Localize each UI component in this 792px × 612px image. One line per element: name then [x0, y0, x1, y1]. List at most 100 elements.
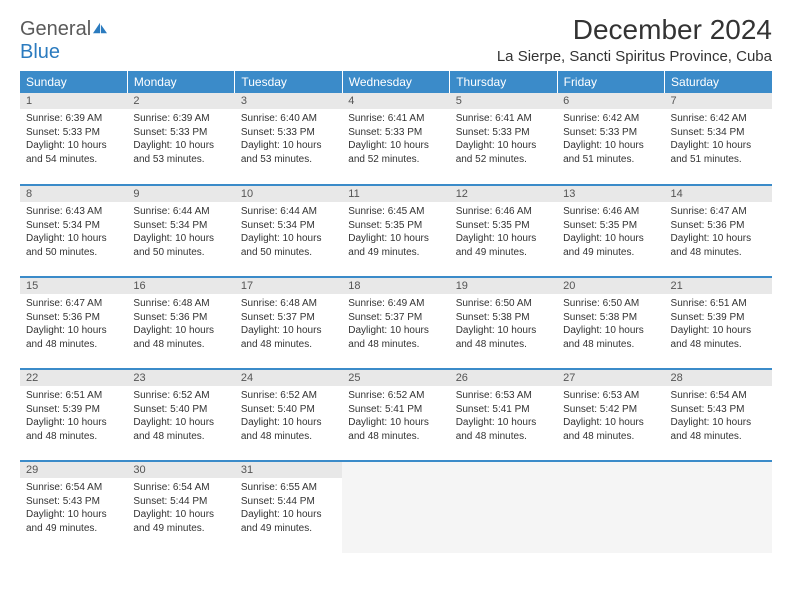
- calendar-cell: 13Sunrise: 6:46 AMSunset: 5:35 PMDayligh…: [557, 185, 664, 277]
- calendar-cell: 1Sunrise: 6:39 AMSunset: 5:33 PMDaylight…: [20, 93, 127, 185]
- day-number: 24: [235, 370, 342, 386]
- weekday-header: Monday: [127, 71, 234, 93]
- weekday-header: Wednesday: [342, 71, 449, 93]
- title-block: December 2024 La Sierpe, Sancti Spiritus…: [497, 14, 772, 65]
- logo: General Blue: [20, 18, 109, 64]
- calendar-cell: [342, 461, 449, 553]
- day-details: Sunrise: 6:48 AMSunset: 5:37 PMDaylight:…: [235, 294, 342, 354]
- logo-word2: Blue: [20, 41, 60, 63]
- day-details: Sunrise: 6:51 AMSunset: 5:39 PMDaylight:…: [20, 386, 127, 446]
- logo-sail-icon: [91, 21, 109, 35]
- calendar-cell: 5Sunrise: 6:41 AMSunset: 5:33 PMDaylight…: [450, 93, 557, 185]
- calendar-cell: 29Sunrise: 6:54 AMSunset: 5:43 PMDayligh…: [20, 461, 127, 553]
- day-number: 4: [342, 93, 449, 109]
- month-title: December 2024: [497, 14, 772, 46]
- calendar-cell: 15Sunrise: 6:47 AMSunset: 5:36 PMDayligh…: [20, 277, 127, 369]
- day-details: Sunrise: 6:47 AMSunset: 5:36 PMDaylight:…: [20, 294, 127, 354]
- calendar-body: 1Sunrise: 6:39 AMSunset: 5:33 PMDaylight…: [20, 93, 772, 553]
- day-number: 18: [342, 278, 449, 294]
- day-details: Sunrise: 6:39 AMSunset: 5:33 PMDaylight:…: [127, 109, 234, 169]
- day-details: Sunrise: 6:55 AMSunset: 5:44 PMDaylight:…: [235, 478, 342, 538]
- calendar-cell: 23Sunrise: 6:52 AMSunset: 5:40 PMDayligh…: [127, 369, 234, 461]
- day-number: 5: [450, 93, 557, 109]
- day-number: 26: [450, 370, 557, 386]
- calendar-cell: 10Sunrise: 6:44 AMSunset: 5:34 PMDayligh…: [235, 185, 342, 277]
- weekday-header: Saturday: [665, 71, 772, 93]
- day-number: 11: [342, 186, 449, 202]
- calendar-cell: [665, 461, 772, 553]
- weekday-header: Sunday: [20, 71, 127, 93]
- day-number: 6: [557, 93, 664, 109]
- calendar-cell: 3Sunrise: 6:40 AMSunset: 5:33 PMDaylight…: [235, 93, 342, 185]
- day-number: 29: [20, 462, 127, 478]
- day-details: Sunrise: 6:45 AMSunset: 5:35 PMDaylight:…: [342, 202, 449, 262]
- day-number: 20: [557, 278, 664, 294]
- day-details: Sunrise: 6:42 AMSunset: 5:34 PMDaylight:…: [665, 109, 772, 169]
- calendar-cell: 19Sunrise: 6:50 AMSunset: 5:38 PMDayligh…: [450, 277, 557, 369]
- day-details: Sunrise: 6:46 AMSunset: 5:35 PMDaylight:…: [450, 202, 557, 262]
- calendar-cell: 14Sunrise: 6:47 AMSunset: 5:36 PMDayligh…: [665, 185, 772, 277]
- calendar-cell: 20Sunrise: 6:50 AMSunset: 5:38 PMDayligh…: [557, 277, 664, 369]
- weekday-header: Friday: [557, 71, 664, 93]
- calendar-cell: 7Sunrise: 6:42 AMSunset: 5:34 PMDaylight…: [665, 93, 772, 185]
- calendar-cell: 22Sunrise: 6:51 AMSunset: 5:39 PMDayligh…: [20, 369, 127, 461]
- calendar-cell: 18Sunrise: 6:49 AMSunset: 5:37 PMDayligh…: [342, 277, 449, 369]
- day-number: 21: [665, 278, 772, 294]
- day-number: 28: [665, 370, 772, 386]
- calendar-cell: 4Sunrise: 6:41 AMSunset: 5:33 PMDaylight…: [342, 93, 449, 185]
- calendar-cell: 16Sunrise: 6:48 AMSunset: 5:36 PMDayligh…: [127, 277, 234, 369]
- weekday-header: Tuesday: [235, 71, 342, 93]
- calendar-cell: 30Sunrise: 6:54 AMSunset: 5:44 PMDayligh…: [127, 461, 234, 553]
- day-details: Sunrise: 6:54 AMSunset: 5:44 PMDaylight:…: [127, 478, 234, 538]
- weekday-header: Thursday: [450, 71, 557, 93]
- calendar-cell: 31Sunrise: 6:55 AMSunset: 5:44 PMDayligh…: [235, 461, 342, 553]
- calendar-cell: 26Sunrise: 6:53 AMSunset: 5:41 PMDayligh…: [450, 369, 557, 461]
- day-number: 17: [235, 278, 342, 294]
- day-number: 1: [20, 93, 127, 109]
- calendar-cell: [557, 461, 664, 553]
- day-number: 3: [235, 93, 342, 109]
- calendar-cell: 9Sunrise: 6:44 AMSunset: 5:34 PMDaylight…: [127, 185, 234, 277]
- day-number: 16: [127, 278, 234, 294]
- calendar-cell: 12Sunrise: 6:46 AMSunset: 5:35 PMDayligh…: [450, 185, 557, 277]
- calendar-cell: 27Sunrise: 6:53 AMSunset: 5:42 PMDayligh…: [557, 369, 664, 461]
- day-number: 14: [665, 186, 772, 202]
- day-number: 8: [20, 186, 127, 202]
- day-number: 22: [20, 370, 127, 386]
- day-number: 2: [127, 93, 234, 109]
- calendar-cell: 24Sunrise: 6:52 AMSunset: 5:40 PMDayligh…: [235, 369, 342, 461]
- calendar-cell: 17Sunrise: 6:48 AMSunset: 5:37 PMDayligh…: [235, 277, 342, 369]
- calendar-cell: 6Sunrise: 6:42 AMSunset: 5:33 PMDaylight…: [557, 93, 664, 185]
- calendar-cell: 25Sunrise: 6:52 AMSunset: 5:41 PMDayligh…: [342, 369, 449, 461]
- day-details: Sunrise: 6:53 AMSunset: 5:42 PMDaylight:…: [557, 386, 664, 446]
- calendar-cell: 28Sunrise: 6:54 AMSunset: 5:43 PMDayligh…: [665, 369, 772, 461]
- day-details: Sunrise: 6:54 AMSunset: 5:43 PMDaylight:…: [665, 386, 772, 446]
- day-details: Sunrise: 6:44 AMSunset: 5:34 PMDaylight:…: [127, 202, 234, 262]
- day-number: 7: [665, 93, 772, 109]
- calendar-head: SundayMondayTuesdayWednesdayThursdayFrid…: [20, 71, 772, 93]
- day-details: Sunrise: 6:47 AMSunset: 5:36 PMDaylight:…: [665, 202, 772, 262]
- day-details: Sunrise: 6:42 AMSunset: 5:33 PMDaylight:…: [557, 109, 664, 169]
- day-details: Sunrise: 6:44 AMSunset: 5:34 PMDaylight:…: [235, 202, 342, 262]
- day-number: 13: [557, 186, 664, 202]
- location: La Sierpe, Sancti Spiritus Province, Cub…: [497, 48, 772, 65]
- day-details: Sunrise: 6:52 AMSunset: 5:41 PMDaylight:…: [342, 386, 449, 446]
- calendar-cell: 8Sunrise: 6:43 AMSunset: 5:34 PMDaylight…: [20, 185, 127, 277]
- day-details: Sunrise: 6:50 AMSunset: 5:38 PMDaylight:…: [450, 294, 557, 354]
- day-number: 27: [557, 370, 664, 386]
- day-number: 31: [235, 462, 342, 478]
- day-details: Sunrise: 6:53 AMSunset: 5:41 PMDaylight:…: [450, 386, 557, 446]
- header: General Blue December 2024 La Sierpe, Sa…: [20, 14, 772, 65]
- day-details: Sunrise: 6:49 AMSunset: 5:37 PMDaylight:…: [342, 294, 449, 354]
- day-details: Sunrise: 6:41 AMSunset: 5:33 PMDaylight:…: [450, 109, 557, 169]
- day-number: 23: [127, 370, 234, 386]
- day-number: 12: [450, 186, 557, 202]
- day-details: Sunrise: 6:52 AMSunset: 5:40 PMDaylight:…: [235, 386, 342, 446]
- day-details: Sunrise: 6:48 AMSunset: 5:36 PMDaylight:…: [127, 294, 234, 354]
- calendar-cell: [450, 461, 557, 553]
- day-details: Sunrise: 6:43 AMSunset: 5:34 PMDaylight:…: [20, 202, 127, 262]
- day-details: Sunrise: 6:51 AMSunset: 5:39 PMDaylight:…: [665, 294, 772, 354]
- day-number: 25: [342, 370, 449, 386]
- day-number: 15: [20, 278, 127, 294]
- calendar-cell: 21Sunrise: 6:51 AMSunset: 5:39 PMDayligh…: [665, 277, 772, 369]
